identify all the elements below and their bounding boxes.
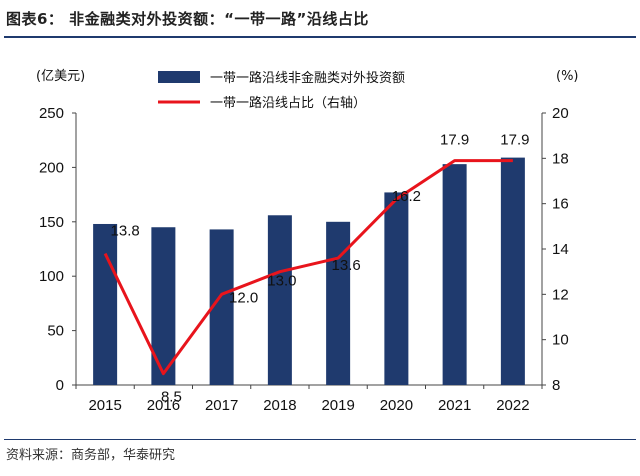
bar	[267, 215, 292, 385]
legend-bar-label: 一带一路沿线非金融类对外投资额	[210, 70, 405, 86]
x-tick-label: 2022	[496, 397, 529, 414]
figure-title: 图表6： 非金融类对外投资额：“一带一路”沿线占比	[6, 10, 369, 28]
left-y-tick-label: 200	[39, 159, 64, 176]
bar	[384, 192, 409, 385]
x-tick-label: 2019	[321, 397, 354, 414]
right-y-tick-label: 16	[552, 196, 569, 213]
bar	[93, 223, 118, 385]
data-label: 13.6	[332, 257, 361, 274]
bars-group	[93, 157, 525, 385]
data-label: 17.9	[500, 132, 529, 149]
ratio-line	[103, 159, 513, 376]
right-y-tick-label: 8	[552, 377, 560, 394]
left-y-tick-label: 150	[39, 214, 64, 231]
data-label: 13.0	[267, 273, 296, 290]
x-tick-label: 2021	[438, 397, 471, 414]
right-y-tick-label: 10	[552, 332, 569, 349]
x-tick-label: 2015	[88, 397, 121, 414]
left-y-unit-label: (亿美元)	[36, 69, 85, 84]
bar	[442, 164, 467, 385]
data-label: 16.2	[392, 188, 421, 205]
right-y-tick-label: 12	[552, 286, 569, 303]
x-tick-label: 2018	[263, 397, 296, 414]
x-tick-label: 2017	[205, 397, 238, 414]
bar	[326, 221, 351, 385]
right-y-tick-label: 14	[552, 241, 569, 258]
x-tick-label: 2020	[380, 397, 413, 414]
source-divider	[4, 439, 636, 440]
data-labels-group: 13.8 8.5 12.0 13.0 13.6 16.2 17.9 17.9	[111, 132, 530, 406]
line-group	[103, 159, 513, 376]
right-y-tick-label: 18	[552, 150, 569, 167]
left-y-tick-label: 50	[47, 323, 64, 340]
right-y-unit-label: (%)	[556, 69, 579, 84]
source-note: 资料来源：商务部，华泰研究	[6, 448, 176, 463]
legend-bar-swatch	[158, 71, 200, 83]
data-label: 12.0	[229, 289, 258, 306]
title-divider	[4, 36, 636, 38]
data-label: 17.9	[440, 132, 469, 149]
left-y-tick-label: 100	[39, 268, 64, 285]
left-y-tick-label: 250	[39, 105, 64, 122]
bar	[500, 157, 525, 385]
right-y-tick-label: 20	[552, 105, 569, 122]
axes-group: 0 50 100 150 200 250 8 10 12 14 16 18 20 2015 2016 2017…	[36, 69, 579, 414]
data-label: 8.5	[161, 389, 182, 406]
data-label: 13.8	[111, 223, 140, 240]
left-y-tick-label: 0	[56, 377, 64, 394]
x-tick-label: 2016	[147, 397, 180, 414]
legend-line-label: 一带一路沿线占比（右轴）	[210, 95, 366, 111]
